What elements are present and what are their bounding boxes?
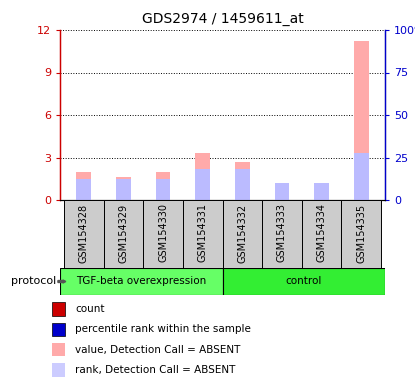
Text: GSM154335: GSM154335: [356, 204, 366, 263]
Bar: [354, 153, 369, 200]
Bar: [156, 179, 171, 200]
Text: GSM154330: GSM154330: [158, 204, 168, 262]
Text: GSM154331: GSM154331: [198, 204, 208, 262]
Bar: [116, 179, 131, 200]
Bar: [52, 303, 65, 316]
Bar: [314, 183, 329, 200]
Bar: [342, 200, 381, 268]
Bar: [274, 183, 289, 200]
Bar: [76, 179, 91, 200]
Text: GSM154328: GSM154328: [79, 204, 89, 263]
Bar: [235, 169, 250, 200]
Text: GSM154332: GSM154332: [237, 204, 247, 263]
Bar: [60, 268, 222, 295]
Text: rank, Detection Call = ABSENT: rank, Detection Call = ABSENT: [75, 365, 235, 375]
Bar: [262, 200, 302, 268]
Bar: [116, 177, 131, 200]
Text: GSM154334: GSM154334: [317, 204, 327, 262]
Bar: [302, 200, 342, 268]
Bar: [222, 268, 385, 295]
Bar: [52, 343, 65, 356]
Bar: [354, 41, 369, 200]
Text: protocol: protocol: [11, 276, 56, 286]
Bar: [104, 200, 143, 268]
Bar: [222, 200, 262, 268]
Text: value, Detection Call = ABSENT: value, Detection Call = ABSENT: [75, 345, 240, 355]
Bar: [52, 323, 65, 336]
Bar: [314, 183, 329, 200]
Bar: [156, 172, 171, 200]
Bar: [183, 200, 222, 268]
Bar: [235, 162, 250, 200]
Bar: [64, 200, 104, 268]
Text: TGF-beta overexpression: TGF-beta overexpression: [76, 276, 206, 286]
Bar: [195, 153, 210, 200]
Text: GSM154329: GSM154329: [118, 204, 128, 263]
Title: GDS2974 / 1459611_at: GDS2974 / 1459611_at: [142, 12, 303, 26]
Text: count: count: [75, 304, 105, 314]
Bar: [274, 183, 289, 200]
Bar: [52, 364, 65, 376]
Bar: [76, 172, 91, 200]
Bar: [195, 169, 210, 200]
Bar: [143, 200, 183, 268]
Text: percentile rank within the sample: percentile rank within the sample: [75, 324, 251, 334]
Text: GSM154333: GSM154333: [277, 204, 287, 262]
Text: control: control: [286, 276, 322, 286]
